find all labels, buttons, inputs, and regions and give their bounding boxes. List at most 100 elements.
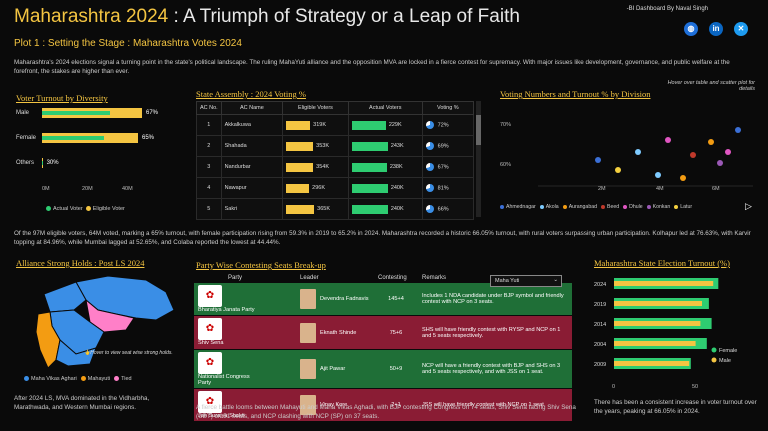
legend-dot	[562, 204, 567, 209]
assembly-row[interactable]: 4 Nawapur 296K 240K 81%	[196, 177, 475, 199]
division-legend-item: Beed	[600, 204, 620, 210]
col-remarks[interactable]: Remarks	[422, 275, 447, 281]
actual-cell: 240K	[347, 177, 423, 199]
division-legend-item: Latur	[674, 204, 692, 210]
turnout-chart[interactable]: 2024 2019 2014 2004 2009 0 50 Female Male	[592, 272, 758, 392]
col-leader[interactable]: Leader	[300, 275, 319, 281]
contesting-cell: 2+1	[374, 388, 418, 423]
col-party[interactable]: Party	[228, 275, 243, 281]
eligible-value: 354K	[316, 164, 330, 171]
x-tick-2m: 2M	[598, 186, 606, 192]
col-ac-name[interactable]: AC Name	[220, 101, 284, 115]
col-actual[interactable]: Actual Voters	[347, 101, 423, 115]
voter-turnout-chart[interactable]: Male 67% Female 65% Others 30% 0M 20M 40M Act…	[16, 106, 176, 221]
legend-label: Mahayuti	[87, 376, 111, 382]
legend-dot	[600, 204, 605, 209]
year-label: 2004	[594, 342, 606, 348]
bar-male[interactable]	[614, 281, 714, 286]
scatter-point[interactable]	[690, 152, 696, 158]
leader-name: Eknath Shinde	[320, 329, 357, 336]
alliance-filter-dropdown[interactable]: Maha Yuti ⌄	[490, 275, 562, 287]
vt-tick-1: 20M	[82, 186, 93, 192]
legend-label: Tied	[121, 376, 132, 382]
party-table[interactable]: Party Leader Contesting Remarks ✿Bharati…	[194, 273, 576, 423]
division-hint: Hover over table and scatter plot for de…	[667, 80, 755, 92]
assembly-row[interactable]: 1 Akkalkuwa 319K 229K 72%	[196, 114, 475, 136]
legend-label: Dhule	[629, 204, 643, 210]
pie-icon	[425, 142, 434, 150]
legend-dot	[711, 347, 717, 353]
bar-male[interactable]	[614, 321, 701, 326]
division-legend-item: Ahmednagar	[500, 204, 536, 210]
y-tick-60: 60%	[500, 162, 512, 168]
remarks-cell: NCP will have a friendly contest with BJ…	[418, 349, 572, 389]
division-scatter[interactable]: 70% 60% 2M 4M 6M Ahmednagar Akola Aurangab…	[498, 100, 760, 218]
ac-name-cell: Sakri	[220, 198, 284, 220]
voting-pct-cell: 66%	[421, 198, 475, 220]
actual-value: 229K	[388, 122, 402, 129]
eligible-cell: 296K	[282, 177, 349, 199]
assembly-title: State Assembly : 2024 Voting %	[196, 89, 306, 99]
assembly-row[interactable]: 3 Nandurbar 354K 238K 67%	[196, 156, 475, 178]
legend-dot	[114, 376, 120, 382]
bar-male[interactable]	[614, 341, 696, 346]
actual-value: 240K	[390, 206, 404, 213]
alliance-legend-item: Tied	[114, 376, 132, 382]
x-icon[interactable]: ✕	[734, 22, 748, 36]
scatter-point[interactable]	[725, 149, 731, 155]
legend-dot	[80, 376, 86, 382]
play-icon[interactable]: ▷	[745, 201, 752, 211]
chevron-down-icon: ⌄	[553, 277, 558, 283]
alliance-hint: 👆Hover to view seat wise strong holds.	[84, 350, 173, 356]
scatter-point[interactable]	[615, 167, 621, 173]
x-tick-6m: 6M	[712, 186, 720, 192]
vt-pct-label: 30%	[46, 160, 59, 166]
assembly-row[interactable]: 5 Sakri 365K 240K 66%	[196, 198, 475, 220]
avatar	[300, 395, 316, 416]
globe-icon[interactable]: ◍	[684, 22, 698, 36]
alliance-title: Alliance Strong Holds : Post LS 2024	[16, 258, 145, 268]
eligible-value: 365K	[317, 206, 331, 213]
col-eligible[interactable]: Eligible Voters	[282, 101, 349, 115]
party-row[interactable]: ✿Jan Surajya Shakti Vinay Kore 2+1 JSS will…	[194, 388, 572, 423]
scatter-point[interactable]	[595, 157, 601, 163]
linkedin-icon[interactable]: in	[709, 22, 723, 36]
x-tick: 50	[692, 384, 698, 390]
legend-dot	[539, 204, 544, 209]
assembly-row[interactable]: 2 Shahada 353K 243K 69%	[196, 135, 475, 157]
col-voting-pct[interactable]: Voting %	[421, 101, 475, 115]
alliance-legend-item: Mahayuti	[80, 376, 111, 382]
col-contesting[interactable]: Contesting	[378, 275, 407, 281]
legend-dot	[623, 204, 628, 209]
scatter-point[interactable]	[635, 149, 641, 155]
vt-bar-actual[interactable]	[42, 161, 43, 165]
contesting-cell: 75+6	[374, 315, 418, 350]
party-name: Bharatiya Janata Party	[198, 307, 255, 313]
scatter-point[interactable]	[717, 160, 723, 166]
scatter-point[interactable]	[735, 127, 741, 133]
col-ac-no[interactable]: AC No.	[196, 101, 222, 115]
party-row[interactable]: ✿Bharatiya Janata Party Devendra Fadnavis…	[194, 283, 572, 317]
assembly-table[interactable]: AC No. AC Name Eligible Voters Actual Vo…	[196, 101, 486, 220]
legend-label: Beed	[606, 204, 620, 210]
party-row[interactable]: ✿Nationalist Congress Party Ajit Pawar 50+…	[194, 349, 572, 389]
party-row[interactable]: ✿Shiv Sena Eknath Shinde 75+6 SHS will have…	[194, 315, 572, 350]
year-label: 2014	[594, 322, 606, 328]
scrollbar[interactable]	[476, 101, 481, 217]
vt-bar-actual[interactable]	[42, 111, 110, 115]
scatter-point[interactable]	[708, 139, 714, 145]
legend-dot	[711, 357, 717, 363]
division-legend-item: Konkan	[646, 204, 670, 210]
vt-bar-actual[interactable]	[42, 136, 104, 140]
voting-pct-value: 66%	[437, 206, 449, 213]
actual-bar	[351, 183, 388, 193]
bar-male[interactable]	[614, 301, 702, 306]
leader-name: Vinay Kore	[320, 402, 348, 409]
scatter-point[interactable]	[680, 175, 686, 181]
scatter-point[interactable]	[665, 137, 671, 143]
bar-male[interactable]	[614, 361, 690, 366]
scatter-point[interactable]	[655, 172, 661, 178]
pie-icon	[425, 121, 434, 129]
alliance-map[interactable]: 👆Hover to view seat wise strong holds.	[16, 270, 181, 370]
actual-value: 243K	[390, 143, 404, 150]
